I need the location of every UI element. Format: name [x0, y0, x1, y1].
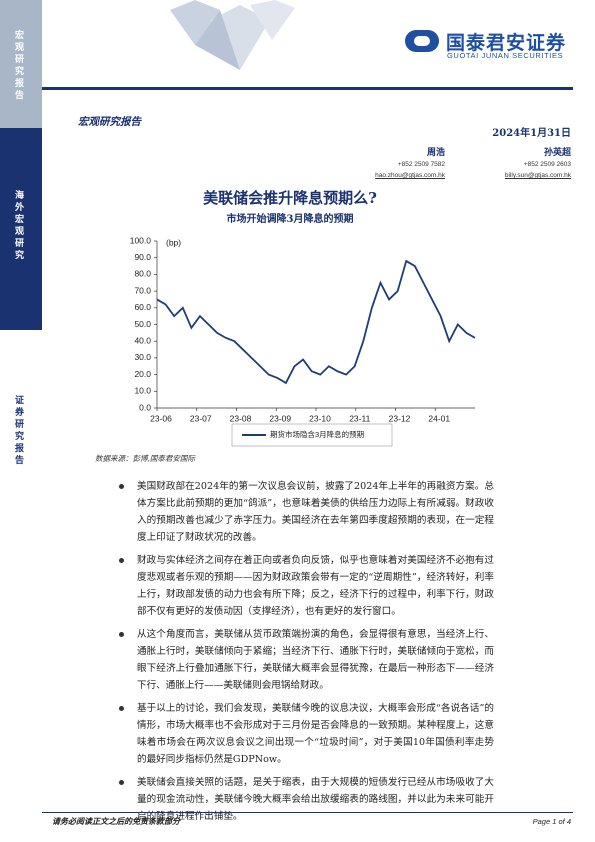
bullet-paragraph: 财政与实体经济之间存在着正向或者负向反馈，似乎也意味着对美国经济不必抱有过度悲观…	[118, 552, 494, 620]
sidebar-label: 海外宏观研究	[13, 190, 23, 262]
bullet-paragraph: 美联储会直接关照的话题，是关于缩表，由于大规模的短债发行已经从市场吸收了大量的现…	[118, 774, 494, 825]
subtitle: 市场开始调降3月降息的预期	[226, 214, 354, 225]
sidebar-top	[0, 0, 42, 128]
header-rule	[42, 87, 573, 90]
bullet-paragraph: 从这个角度而言，美联储从货币政策端扮演的角色，会显得很有意思，当经济上行、通胀上…	[118, 626, 494, 694]
x-tick-label: 23-12	[389, 413, 411, 423]
author-name: 孙英超	[543, 148, 571, 158]
bullet-paragraph: 美国财政部在2024年的第一次议息会议前，披露了2024年上半年的再融资方案。总…	[118, 478, 494, 546]
author-phone: +852 2509 7582	[397, 161, 445, 168]
sidebar-label: 宏观研究报告	[13, 30, 23, 102]
bullet-paragraph: 基于以上的讨论，我们会发现，美联储今晚的议息决议，大概率会形成“各说各话”的情形…	[118, 700, 494, 768]
unit-label: (bp)	[166, 237, 181, 247]
x-tick-label: 24-01	[428, 413, 450, 423]
author-email: hao.zhou@gtjas.com.hk	[375, 172, 445, 179]
page-number: Page 1 of 4	[532, 817, 571, 826]
author-name: 周浩	[426, 148, 445, 158]
source: 数据来源：彭博,国泰君安国际	[95, 454, 195, 463]
x-tick-label: 23-06	[150, 413, 172, 423]
x-tick-label: 23-11	[349, 413, 370, 423]
y-tick-label: 80.0	[134, 269, 151, 279]
footer-rule	[42, 812, 573, 813]
decoration	[170, 0, 295, 70]
logo-icon	[405, 30, 439, 52]
logo-en: GUOTAI JUNAN SECURITIES	[447, 51, 564, 60]
y-tick-label: 20.0	[134, 369, 151, 379]
chart: (bp) 0.0 10.0 20.0 30.0 40.0 50.0 60.0 70.0 80.0…	[130, 235, 476, 447]
author-phone: +852 2509 2603	[523, 161, 571, 168]
y-tick-label: 60.0	[134, 302, 151, 312]
bullet-list: 美国财政部在2024年的第一次议息会议前，披露了2024年上半年的再融资方案。总…	[118, 478, 494, 831]
disclaimer: 请务必阅读正文之后的免责条款部分	[52, 816, 180, 826]
x-tick-label: 23-08	[230, 413, 252, 423]
y-tick-label: 70.0	[134, 285, 151, 295]
data-line	[156, 259, 476, 385]
y-tick-label: 30.0	[134, 352, 151, 362]
x-tick-label: 23-07	[190, 413, 212, 423]
author: 周浩 +852 2509 7582 hao.zhou@gtjas.com.hk	[375, 148, 445, 181]
report-date: 2024年1月31日	[492, 128, 571, 139]
legend-label: 期货市场隐含3月降息的预期	[270, 429, 364, 439]
y-tick-label: 50.0	[134, 319, 151, 329]
report-type: 宏观研究报告	[78, 116, 141, 128]
y-tick-label: 10.0	[134, 386, 151, 396]
y-tick-label: 100.0	[130, 235, 152, 245]
author: 孙英超 +852 2509 2603 billy.sun@gtjas.com.h…	[505, 148, 571, 181]
title: 美联储会推升降息预期么?	[203, 189, 377, 207]
legend-box	[231, 423, 393, 447]
sidebar-label: 证券研究报告	[13, 395, 23, 467]
x-tick-label: 23-09	[269, 413, 291, 423]
x-tick-label: 23-10	[309, 413, 331, 423]
sidebar-middle	[0, 128, 42, 330]
author-email: billy.sun@gtjas.com.hk	[504, 172, 571, 179]
y-tick-label: 40.0	[134, 335, 151, 345]
y-tick-label: 0.0	[139, 402, 151, 412]
logo-text: 国泰君安证券	[446, 33, 567, 54]
y-tick-label: 90.0	[134, 252, 151, 262]
